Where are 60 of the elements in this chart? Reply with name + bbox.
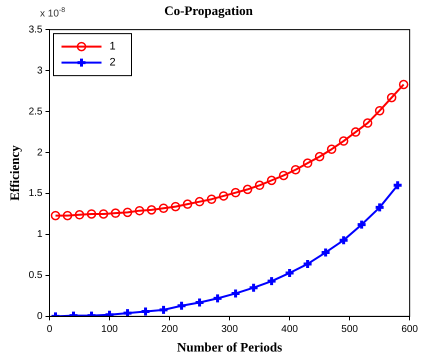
x-axis-title: Number of Periods (176, 340, 282, 355)
point (254, 180, 264, 190)
point (278, 170, 288, 180)
x-tick-label: 400 (281, 324, 298, 336)
x-tick-label: 0 (46, 324, 53, 336)
y-tick-label: 3.5 (28, 24, 43, 36)
point (110, 208, 120, 218)
point (230, 188, 240, 198)
legend-label: 1 (110, 40, 116, 53)
point (302, 158, 312, 168)
point (266, 276, 278, 287)
y-tick-label: 2 (36, 147, 43, 158)
point (374, 106, 384, 116)
x-tick-label: 500 (341, 324, 358, 336)
point (374, 202, 386, 213)
point (176, 300, 188, 312)
point (182, 199, 192, 209)
x-tick-label: 600 (401, 324, 418, 336)
point (194, 196, 204, 206)
point (356, 219, 368, 230)
point (158, 304, 170, 316)
text: x 10$^{-8}$ (40, 7, 66, 20)
point (338, 136, 348, 146)
point (122, 308, 134, 316)
x-tick-label: 200 (161, 324, 178, 336)
y-tick-label: 0.5 (28, 270, 43, 282)
point (290, 164, 300, 174)
point (206, 194, 216, 204)
point (218, 191, 228, 201)
x-tick-label: 100 (101, 324, 118, 336)
point (170, 202, 180, 212)
point (362, 118, 372, 128)
point (398, 80, 408, 90)
point (248, 282, 260, 294)
point (62, 210, 72, 220)
point (158, 203, 168, 213)
point (98, 209, 108, 219)
point (122, 208, 132, 218)
point (314, 152, 324, 162)
point (134, 206, 144, 216)
y-tick-label: 2.5 (28, 106, 43, 118)
point (242, 184, 252, 194)
y-axis-title: Efficiency (7, 144, 22, 201)
x-tick-label: 300 (221, 324, 238, 336)
y-tick-label: 0 (36, 311, 43, 322)
chart-title: Co-Propagation (164, 3, 254, 18)
y-tick-label: 1.5 (28, 188, 43, 200)
point (86, 209, 96, 219)
point (386, 92, 396, 102)
point (74, 210, 84, 220)
point (338, 234, 350, 246)
point (326, 144, 336, 154)
y-tick-label: 3 (36, 65, 43, 76)
point (350, 127, 360, 137)
point (146, 205, 156, 215)
y-tick-label: 1 (36, 229, 43, 240)
point (50, 210, 60, 220)
legend-label: 2 (110, 56, 116, 69)
point (266, 176, 276, 186)
point (212, 292, 224, 304)
